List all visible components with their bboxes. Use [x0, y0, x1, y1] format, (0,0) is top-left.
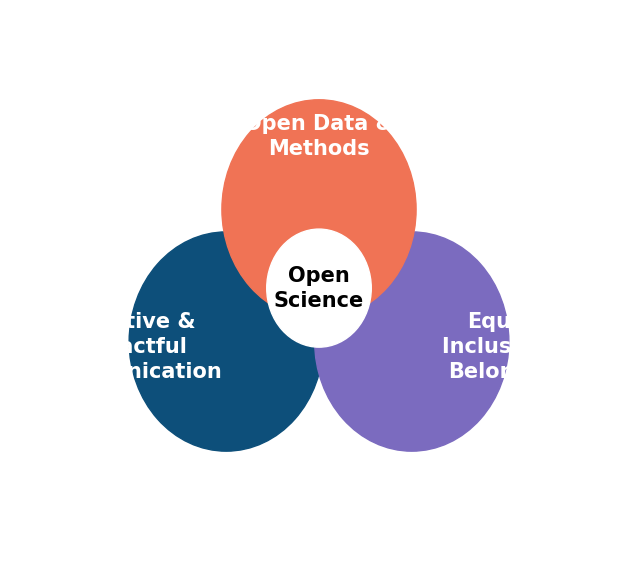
Ellipse shape: [222, 100, 416, 319]
Ellipse shape: [129, 232, 323, 451]
Text: Equity,
Inclusion &
Belonging: Equity, Inclusion & Belonging: [441, 312, 573, 382]
Text: Effective &
Impactful
Communication: Effective & Impactful Communication: [40, 312, 222, 382]
Ellipse shape: [267, 229, 371, 347]
Ellipse shape: [315, 232, 509, 451]
Text: Open Data &
Methods: Open Data & Methods: [244, 114, 394, 159]
Text: Open
Science: Open Science: [274, 266, 364, 311]
